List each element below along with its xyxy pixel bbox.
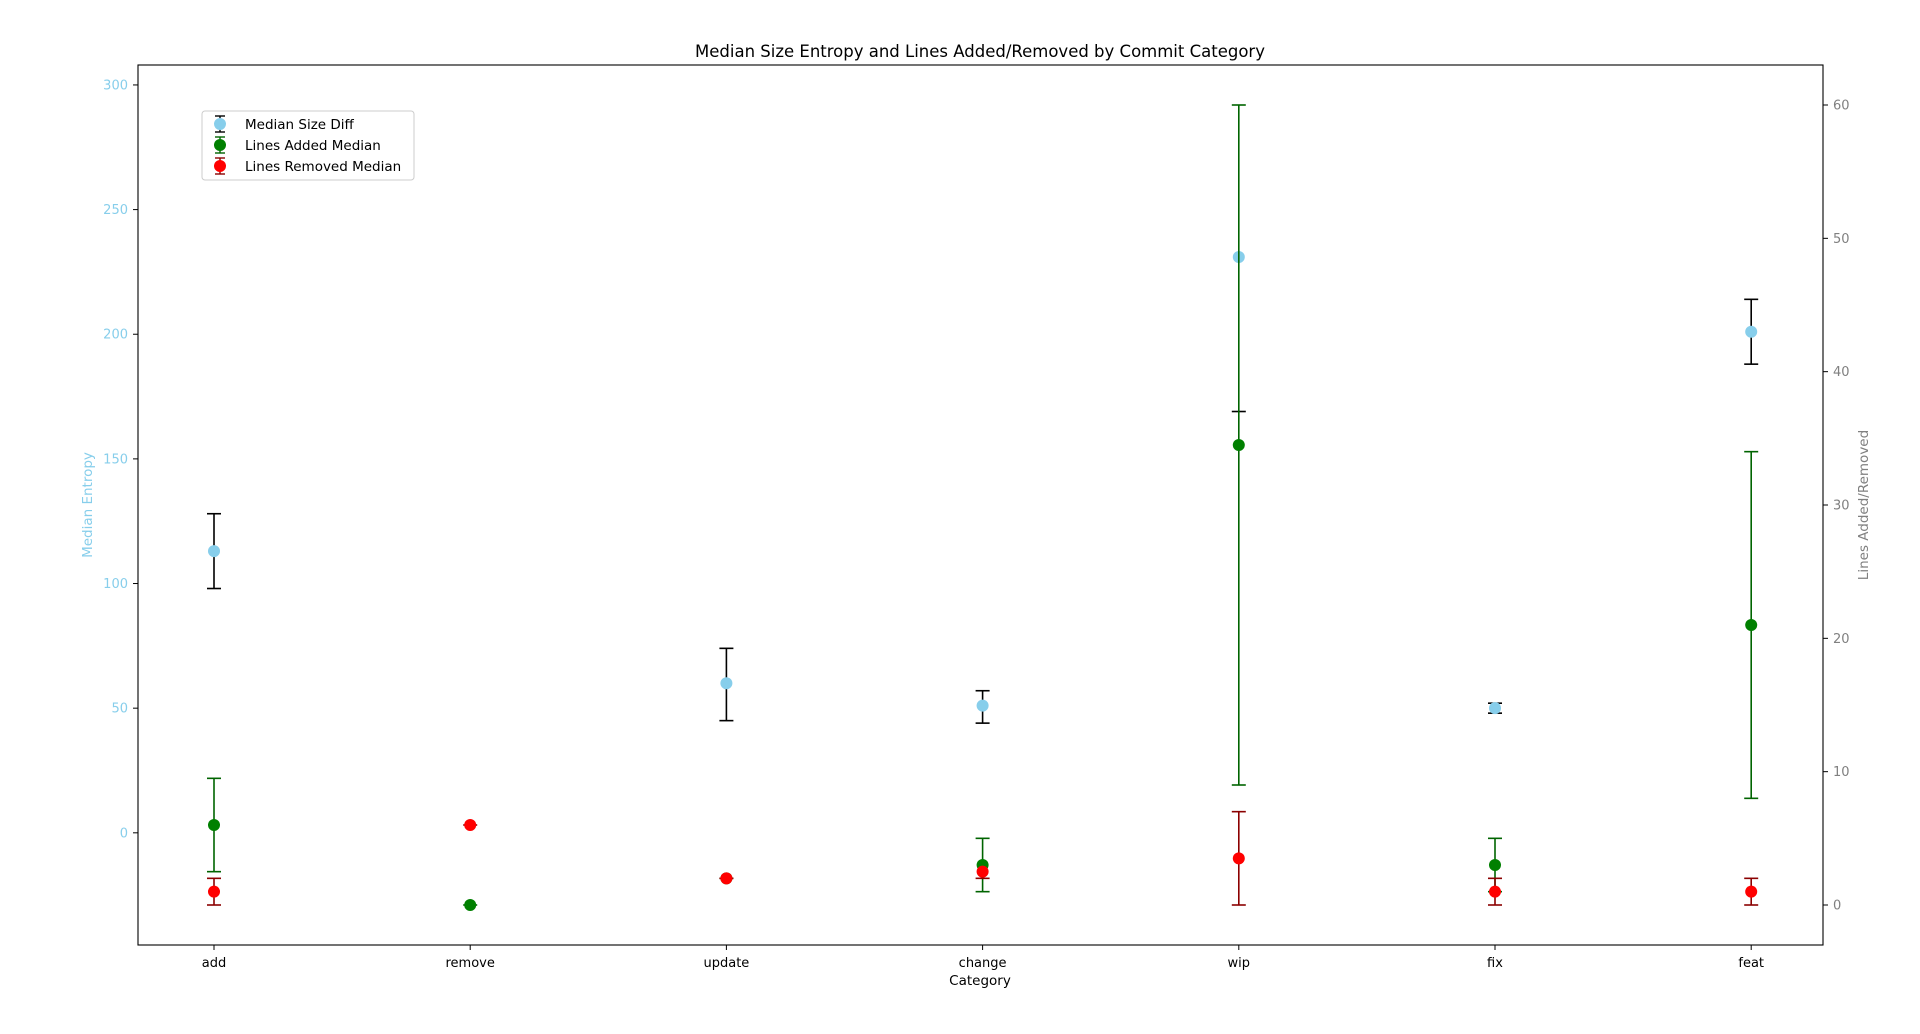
legend-marker-lines-removed bbox=[214, 160, 226, 172]
x-tick-label: update bbox=[703, 956, 749, 971]
y-right-tick-label: 10 bbox=[1833, 765, 1850, 780]
legend: Median Size Diff Lines Added Median Lines … bbox=[201, 110, 415, 181]
lines-added-point bbox=[1232, 439, 1245, 451]
lines-added-point bbox=[1745, 619, 1758, 631]
x-axis: add remove update change wip fix feat bbox=[202, 945, 1764, 971]
lines-added-point bbox=[1489, 859, 1501, 871]
y-axis-left: 0 50 100 150 200 250 300 bbox=[103, 78, 138, 841]
size-diff-point bbox=[976, 699, 989, 712]
y-axis-right: 0 10 20 30 40 50 60 bbox=[1823, 99, 1850, 914]
legend-frame bbox=[201, 110, 415, 181]
legend-label-lines-added: Lines Added Median bbox=[245, 138, 381, 154]
legend-label-size-diff: Median Size Diff bbox=[245, 117, 355, 133]
series-size-diff bbox=[207, 250, 1759, 724]
y-left-tick-label: 200 bbox=[103, 328, 128, 343]
y-right-tick-label: 0 bbox=[1833, 899, 1841, 914]
y-right-tick-label: 20 bbox=[1833, 632, 1850, 647]
y-left-tick-label: 0 bbox=[120, 826, 128, 841]
lines-removed-point bbox=[720, 872, 733, 885]
y-left-tick-label: 300 bbox=[103, 78, 128, 93]
lines-added-point bbox=[208, 819, 220, 831]
y-right-tick-label: 30 bbox=[1833, 499, 1850, 514]
legend-label-lines-removed: Lines Removed Median bbox=[245, 159, 401, 175]
x-tick-label: fix bbox=[1487, 956, 1503, 971]
y-left-tick-label: 250 bbox=[103, 203, 128, 218]
y-left-tick-label: 100 bbox=[103, 577, 128, 592]
size-diff-point bbox=[720, 677, 733, 690]
x-tick-label: add bbox=[202, 956, 226, 971]
lines-removed-point bbox=[976, 865, 989, 878]
x-tick-label: feat bbox=[1738, 956, 1764, 971]
x-tick-label: wip bbox=[1228, 956, 1251, 971]
y-left-tick-label: 150 bbox=[103, 452, 128, 467]
lines-added-point bbox=[464, 899, 477, 911]
lines-removed-point bbox=[208, 885, 220, 898]
lines-removed-point bbox=[464, 819, 477, 831]
lines-removed-point bbox=[1489, 885, 1501, 898]
y-axis-right-label: Lines Added/Removed bbox=[1856, 430, 1872, 580]
x-tick-label: remove bbox=[446, 956, 495, 971]
legend-marker-lines-added bbox=[214, 139, 226, 151]
y-right-tick-label: 40 bbox=[1833, 365, 1850, 380]
x-axis-label: Category bbox=[949, 973, 1011, 989]
x-tick-label: change bbox=[959, 956, 1007, 971]
lines-removed-point bbox=[1232, 852, 1245, 865]
plot-area bbox=[207, 104, 1759, 911]
lines-removed-point bbox=[1745, 885, 1758, 898]
y-right-tick-label: 50 bbox=[1833, 232, 1850, 247]
y-left-tick-label: 50 bbox=[111, 702, 128, 717]
chart-title: Median Size Entropy and Lines Added/Remo… bbox=[695, 42, 1265, 61]
legend-marker-size-diff bbox=[214, 118, 226, 130]
size-diff-point bbox=[208, 545, 220, 558]
y-axis-left-label: Median Entropy bbox=[80, 452, 96, 558]
series-lines-removed bbox=[207, 810, 1759, 906]
size-diff-point bbox=[1745, 325, 1758, 338]
y-right-tick-label: 60 bbox=[1833, 99, 1850, 114]
size-diff-point bbox=[1489, 702, 1501, 715]
